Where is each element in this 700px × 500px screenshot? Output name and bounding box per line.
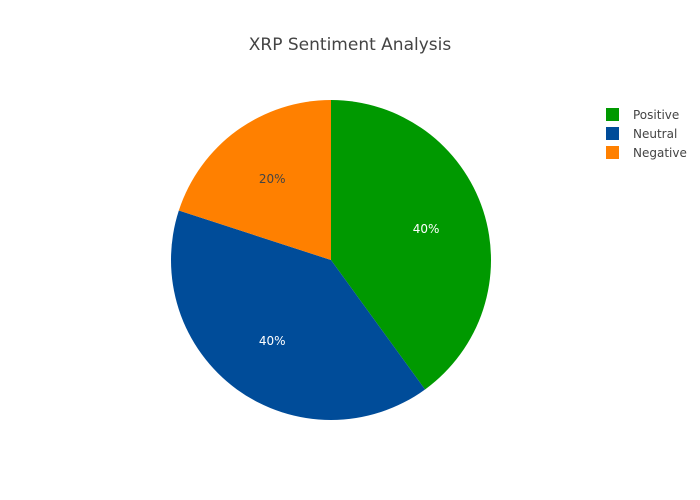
legend-item-negative[interactable]: Negative	[606, 146, 687, 160]
chart-title: XRP Sentiment Analysis	[249, 35, 452, 55]
legend-label-positive: Positive	[633, 108, 679, 122]
legend-swatch-positive	[606, 108, 619, 121]
slice-label-positive: 40%	[413, 222, 440, 236]
legend-item-positive[interactable]: Positive	[606, 108, 679, 122]
legend-swatch-neutral	[606, 127, 619, 140]
legend-item-neutral[interactable]: Neutral	[606, 127, 677, 141]
slice-label-neutral: 40%	[259, 334, 286, 348]
pie-slice-labels: 40% 40% 20%	[259, 172, 440, 348]
legend-label-negative: Negative	[633, 146, 687, 160]
legend-label-neutral: Neutral	[633, 127, 677, 141]
legend: Positive Neutral Negative	[606, 108, 687, 160]
pie-slices	[171, 100, 491, 420]
legend-swatch-negative	[606, 146, 619, 159]
pie-slice-neutral[interactable]	[171, 210, 426, 420]
pie-slice-positive[interactable]	[331, 100, 491, 390]
pie-slice-negative[interactable]	[178, 100, 331, 260]
slice-label-negative: 20%	[259, 172, 286, 186]
